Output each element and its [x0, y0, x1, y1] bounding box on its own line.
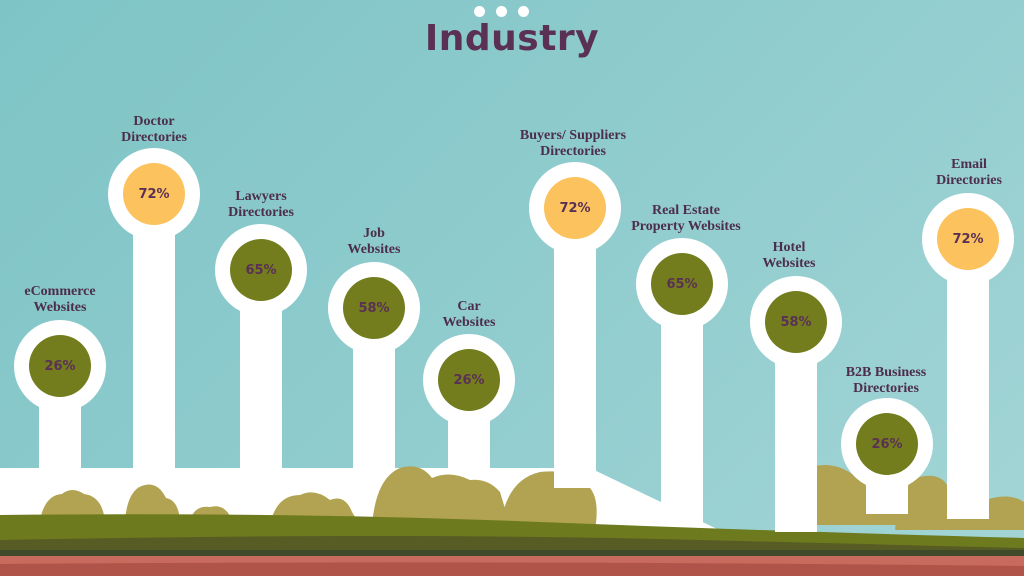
- label-b2b-business-directories: B2B Business Directories: [845, 365, 927, 396]
- value-badge: 26%: [29, 335, 91, 397]
- label-car-websites: Car Websites: [442, 299, 496, 330]
- value-badge: 65%: [651, 253, 713, 315]
- value-badge: 65%: [230, 239, 292, 301]
- label-hotel-websites: Hotel Websites: [762, 240, 816, 271]
- label-ecommerce-websites: eCommerce Websites: [24, 284, 96, 315]
- menu-dots-icon[interactable]: [474, 6, 529, 17]
- pin-ecommerce-websites: 26%: [14, 320, 106, 520]
- page-title: Industry: [424, 18, 600, 59]
- value-badge: 26%: [856, 413, 918, 475]
- label-job-websites: Job Websites: [347, 226, 401, 257]
- value-badge: 58%: [765, 291, 827, 353]
- value-badge: 72%: [123, 163, 185, 225]
- value-badge: 58%: [343, 277, 405, 339]
- label-buyers-suppliers-directories: Buyers/ Suppliers Directories: [519, 128, 627, 159]
- value-badge: 26%: [438, 349, 500, 411]
- label-email-directories: Email Directories: [936, 157, 1002, 188]
- value-badge: 72%: [544, 177, 606, 239]
- label-lawyers-directories: Lawyers Directories: [228, 189, 294, 220]
- value-badge: 72%: [937, 208, 999, 270]
- label-doctor-directories: Doctor Directories: [121, 114, 187, 145]
- label-real-estate-property-websites: Real Estate Property Websites: [631, 203, 741, 234]
